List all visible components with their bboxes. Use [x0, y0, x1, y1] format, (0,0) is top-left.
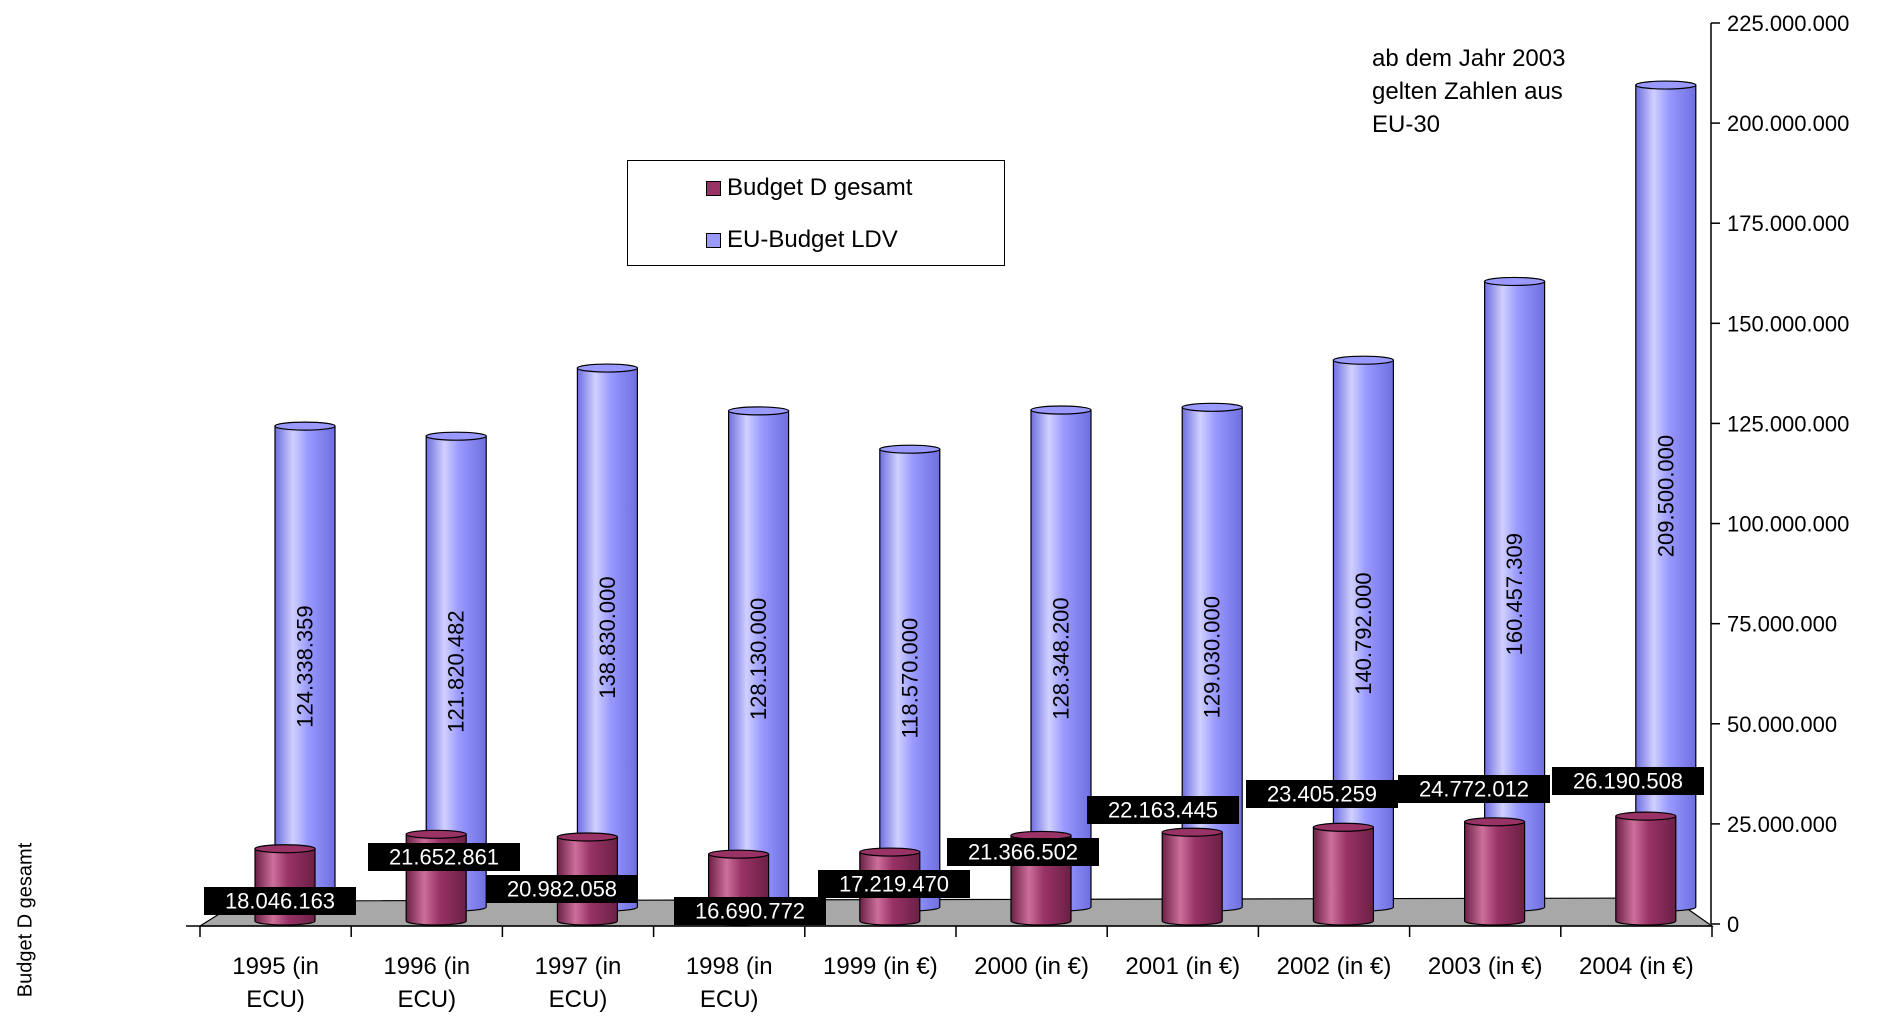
budget-d-bar-body [1312, 826, 1374, 926]
budget-d-bar [1615, 811, 1677, 926]
side-axis-title: Budget D gesamt [6, 820, 46, 1020]
eu-budget-value-label: 121.820.482 [444, 610, 469, 732]
x-tick-label: 2004 (in €) [1579, 953, 1694, 980]
budget-d-value-box [1246, 780, 1398, 808]
x-tick-label: ECU) [549, 986, 608, 1013]
x-tick-label: 1999 (in €) [823, 953, 938, 980]
y-tick-label: 225.000.000 [1727, 11, 1849, 36]
x-tick-label: 1998 (in [686, 953, 773, 980]
budget-d-bar [1312, 822, 1375, 926]
eu-budget-bar [1332, 355, 1395, 912]
budget-d-value-label: 21.652.861 [389, 845, 499, 870]
eu-budget-bar-top [274, 421, 336, 431]
eu-budget-bar-top [1181, 402, 1243, 412]
legend-item-eu-budget: EU-Budget LDV [706, 225, 898, 255]
budget-d-value-label: 26.190.508 [1573, 769, 1683, 794]
eu-budget-bar-top [576, 363, 639, 373]
eu-budget-bar-top [1030, 405, 1092, 415]
budget-d-bar-top [556, 832, 619, 842]
eu-budget-value-label: 128.348.200 [1049, 597, 1074, 719]
y-tick-label: 50.000.000 [1727, 712, 1837, 737]
x-tick-label: 1995 (in [232, 953, 319, 980]
eu-budget-bar-top [879, 444, 941, 454]
legend-item-budget-d: Budget D gesamt [706, 173, 912, 203]
eu-budget-bar-top [425, 431, 487, 441]
budget-d-bar [1161, 827, 1223, 926]
legend-swatch-eu-budget [706, 232, 721, 248]
x-tick-label: 1996 (in [383, 953, 470, 980]
budget-d-bar-body [1161, 831, 1223, 926]
budget-d-value-box [368, 843, 520, 871]
budget-d-bar-top [405, 829, 467, 839]
budget-d-value-box [674, 897, 826, 925]
legend-swatch-budget-d [706, 180, 721, 196]
y-tick-label: 75.000.000 [1727, 612, 1837, 637]
budget-d-bar-top [1161, 827, 1223, 837]
budget-d-value-box [1087, 796, 1239, 824]
y-tick-label: 25.000.000 [1727, 812, 1837, 837]
budget-d-value-label: 23.405.259 [1267, 782, 1377, 807]
chart-annotation: ab dem Jahr 2003 gelten Zahlen aus EU-30 [1372, 45, 1566, 138]
x-tick-label: 2001 (in €) [1125, 953, 1240, 980]
budget-d-value-label: 18.046.163 [225, 889, 335, 914]
x-tick-label: 1997 (in [535, 953, 622, 980]
budget-d-value-box [1398, 775, 1550, 803]
y-tick-label: 0 [1727, 912, 1739, 937]
budget-d-bar-top [707, 849, 770, 859]
y-tick-label: 125.000.000 [1727, 411, 1849, 436]
x-tick-label: ECU) [246, 986, 305, 1013]
eu-budget-value-label: 140.792.000 [1351, 572, 1376, 694]
eu-budget-value-label: 128.130.000 [746, 598, 771, 720]
eu-budget-value-label: 209.500.000 [1653, 435, 1678, 557]
eu-budget-value-label: 138.830.000 [595, 576, 620, 698]
budget-d-value-box [1552, 767, 1704, 795]
eu-budget-bar-top [727, 406, 790, 416]
budget-d-value-label: 16.690.772 [695, 899, 805, 924]
eu-budget-value-label: 124.338.359 [293, 605, 318, 727]
budget-d-value-label: 24.772.012 [1419, 777, 1529, 802]
budget-d-bar-top [1615, 811, 1677, 821]
budget-d-bar [1463, 817, 1526, 926]
x-tick-label: ECU) [700, 986, 759, 1013]
budget-d-value-box [818, 870, 970, 898]
budget-d-value-box [486, 875, 638, 903]
budget-d-value-box [204, 887, 356, 915]
budget-d-value-label: 21.366.502 [968, 840, 1078, 865]
x-tick-label: ECU) [397, 986, 456, 1013]
budget-d-value-box [947, 838, 1099, 866]
x-tick-label: 2003 (in €) [1428, 953, 1543, 980]
chart-legend: Budget D gesamt EU-Budget LDV [627, 160, 1005, 266]
eu-budget-bar-top [1483, 276, 1546, 287]
eu-budget-bar-top [1635, 80, 1697, 90]
x-tick-label: 2000 (in €) [974, 953, 1089, 980]
budget-d-value-label: 22.163.445 [1108, 798, 1218, 823]
budget-d-value-label: 20.982.058 [507, 877, 617, 902]
legend-label-budget-d: Budget D gesamt [727, 174, 913, 201]
x-tick-label: 2002 (in €) [1277, 953, 1392, 980]
y-tick-label: 175.000.000 [1727, 211, 1849, 236]
y-tick-label: 200.000.000 [1727, 111, 1849, 136]
budget-d-bar-top [254, 844, 316, 854]
budget-d-bar-top [1312, 822, 1375, 832]
y-tick-label: 150.000.000 [1727, 311, 1849, 336]
eu-budget-value-label: 118.570.000 [897, 618, 922, 739]
side-axis-label: Budget D gesamt [14, 842, 37, 998]
budget-d-bar-top [1463, 817, 1526, 827]
legend-label-eu-budget: EU-Budget LDV [727, 226, 898, 253]
budget-d-bar-top [859, 847, 921, 857]
eu-budget-value-label: 129.030.000 [1200, 596, 1225, 718]
budget-d-value-label: 17.219.470 [839, 872, 949, 897]
eu-budget-value-label: 160.457.309 [1502, 533, 1527, 655]
eu-budget-bar-top [1332, 355, 1395, 365]
budget-d-bar-body [1464, 821, 1526, 926]
y-tick-label: 100.000.000 [1727, 512, 1849, 537]
budget-d-bar-body [1615, 815, 1677, 926]
